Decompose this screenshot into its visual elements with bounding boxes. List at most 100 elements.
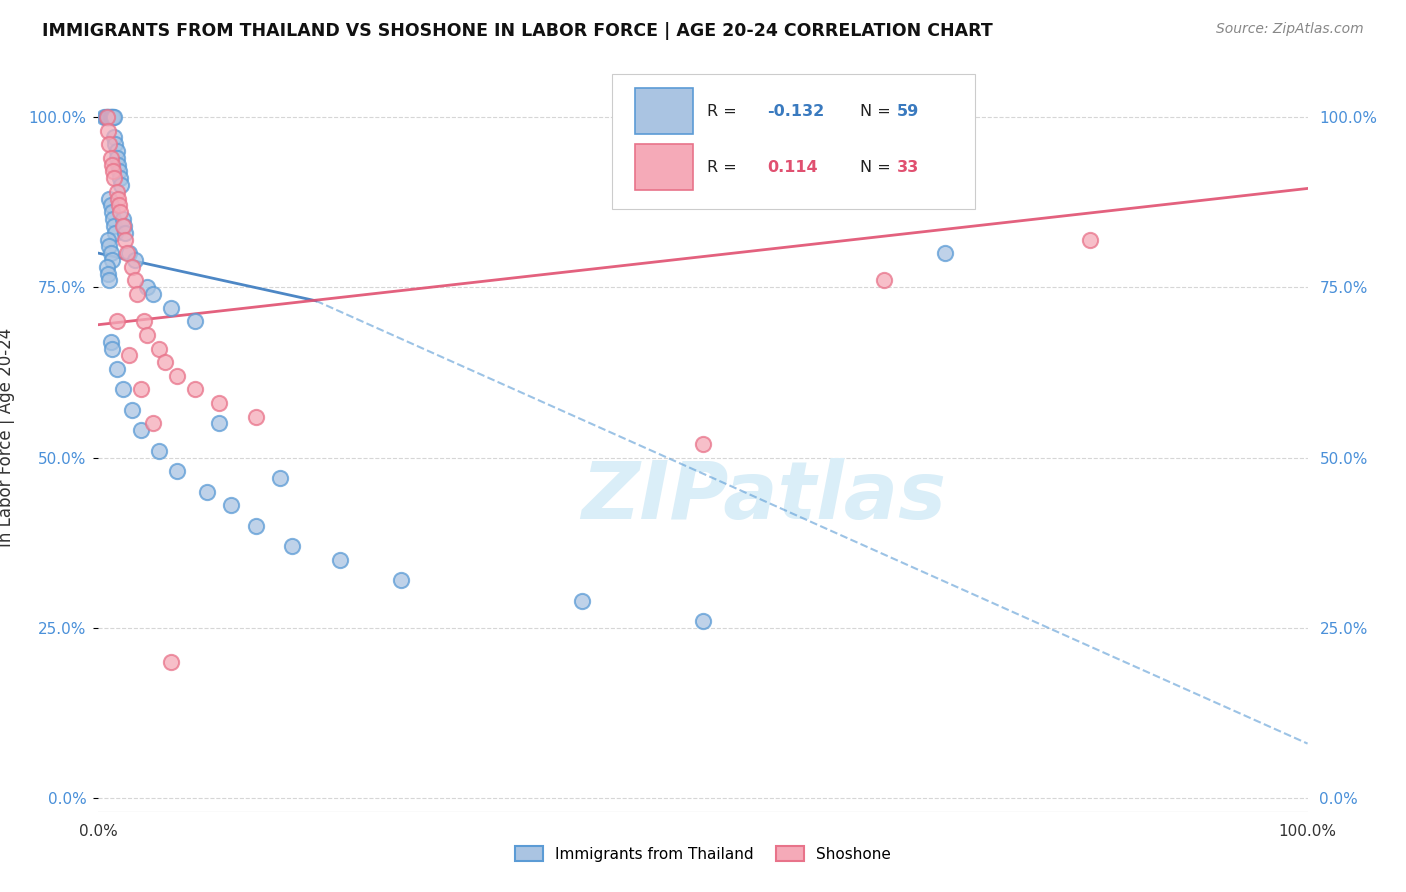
Point bbox=[129, 423, 152, 437]
Point bbox=[110, 178, 132, 192]
Point bbox=[148, 342, 170, 356]
Point bbox=[184, 383, 207, 397]
Point bbox=[389, 573, 412, 587]
Point bbox=[100, 205, 122, 219]
Point bbox=[692, 614, 714, 628]
Point bbox=[1078, 233, 1101, 247]
Point bbox=[160, 301, 183, 315]
Point bbox=[100, 151, 122, 165]
Point bbox=[166, 368, 188, 383]
Legend: Immigrants from Thailand, Shoshone: Immigrants from Thailand, Shoshone bbox=[509, 839, 897, 868]
Text: 59: 59 bbox=[897, 103, 918, 119]
Point bbox=[98, 110, 121, 124]
Point bbox=[108, 205, 131, 219]
Point bbox=[100, 342, 122, 356]
Point bbox=[221, 498, 243, 512]
Point bbox=[107, 192, 129, 206]
Point bbox=[166, 464, 188, 478]
Point bbox=[105, 362, 128, 376]
Point bbox=[103, 130, 125, 145]
Point bbox=[134, 314, 156, 328]
Point bbox=[121, 402, 143, 417]
Point bbox=[93, 110, 115, 124]
Text: Source: ZipAtlas.com: Source: ZipAtlas.com bbox=[1216, 22, 1364, 37]
Point bbox=[269, 471, 291, 485]
Point bbox=[97, 233, 120, 247]
Point bbox=[117, 246, 139, 260]
Point bbox=[103, 110, 125, 124]
Point bbox=[105, 144, 128, 158]
Point bbox=[98, 273, 121, 287]
Point bbox=[118, 348, 141, 362]
Point bbox=[101, 164, 124, 178]
Point bbox=[111, 212, 134, 227]
FancyBboxPatch shape bbox=[613, 74, 976, 209]
Point bbox=[111, 219, 134, 233]
Point bbox=[184, 314, 207, 328]
FancyBboxPatch shape bbox=[636, 88, 693, 134]
Point bbox=[108, 198, 131, 212]
Text: R =: R = bbox=[707, 160, 737, 175]
Point bbox=[105, 314, 128, 328]
Point bbox=[98, 192, 121, 206]
Point bbox=[118, 246, 141, 260]
Point bbox=[153, 355, 176, 369]
Point bbox=[124, 252, 146, 267]
Text: N =: N = bbox=[860, 103, 891, 119]
Point bbox=[148, 443, 170, 458]
Point bbox=[100, 158, 122, 172]
Point bbox=[97, 267, 120, 281]
Point bbox=[114, 226, 136, 240]
Text: ZIPatlas: ZIPatlas bbox=[581, 458, 946, 536]
Point bbox=[98, 239, 121, 253]
Point bbox=[135, 280, 157, 294]
Point bbox=[160, 655, 183, 669]
Point bbox=[101, 212, 124, 227]
Point bbox=[571, 593, 593, 607]
Point bbox=[329, 552, 352, 566]
Point bbox=[114, 233, 136, 247]
Point bbox=[121, 260, 143, 274]
Point bbox=[100, 110, 122, 124]
Point bbox=[97, 110, 120, 124]
Point bbox=[100, 198, 122, 212]
Point bbox=[245, 518, 267, 533]
Point bbox=[692, 437, 714, 451]
Point bbox=[98, 137, 121, 152]
FancyBboxPatch shape bbox=[636, 145, 693, 190]
Point bbox=[105, 185, 128, 199]
Text: -0.132: -0.132 bbox=[768, 103, 824, 119]
Point bbox=[142, 287, 165, 301]
Text: N =: N = bbox=[860, 160, 891, 175]
Point bbox=[96, 260, 118, 274]
Text: IMMIGRANTS FROM THAILAND VS SHOSHONE IN LABOR FORCE | AGE 20-24 CORRELATION CHAR: IMMIGRANTS FROM THAILAND VS SHOSHONE IN … bbox=[42, 22, 993, 40]
Point bbox=[281, 539, 304, 553]
Point bbox=[934, 246, 956, 260]
Point bbox=[96, 110, 118, 124]
Point bbox=[100, 334, 122, 349]
Point bbox=[103, 219, 125, 233]
Point bbox=[245, 409, 267, 424]
Text: 33: 33 bbox=[897, 160, 918, 175]
Point bbox=[111, 383, 134, 397]
Point bbox=[100, 252, 122, 267]
Point bbox=[142, 417, 165, 431]
Point bbox=[129, 383, 152, 397]
Point bbox=[108, 164, 131, 178]
Point bbox=[94, 110, 117, 124]
Point bbox=[104, 226, 127, 240]
Point bbox=[107, 158, 129, 172]
Point bbox=[108, 171, 131, 186]
Point bbox=[124, 273, 146, 287]
Point bbox=[127, 287, 149, 301]
Text: 0.114: 0.114 bbox=[768, 160, 818, 175]
Point bbox=[101, 110, 124, 124]
Point bbox=[104, 137, 127, 152]
Point bbox=[96, 110, 118, 124]
Point bbox=[195, 484, 218, 499]
Point bbox=[208, 396, 231, 410]
Y-axis label: In Labor Force | Age 20-24: In Labor Force | Age 20-24 bbox=[0, 327, 14, 547]
Point bbox=[100, 110, 122, 124]
Point bbox=[97, 123, 120, 137]
Point bbox=[112, 219, 135, 233]
